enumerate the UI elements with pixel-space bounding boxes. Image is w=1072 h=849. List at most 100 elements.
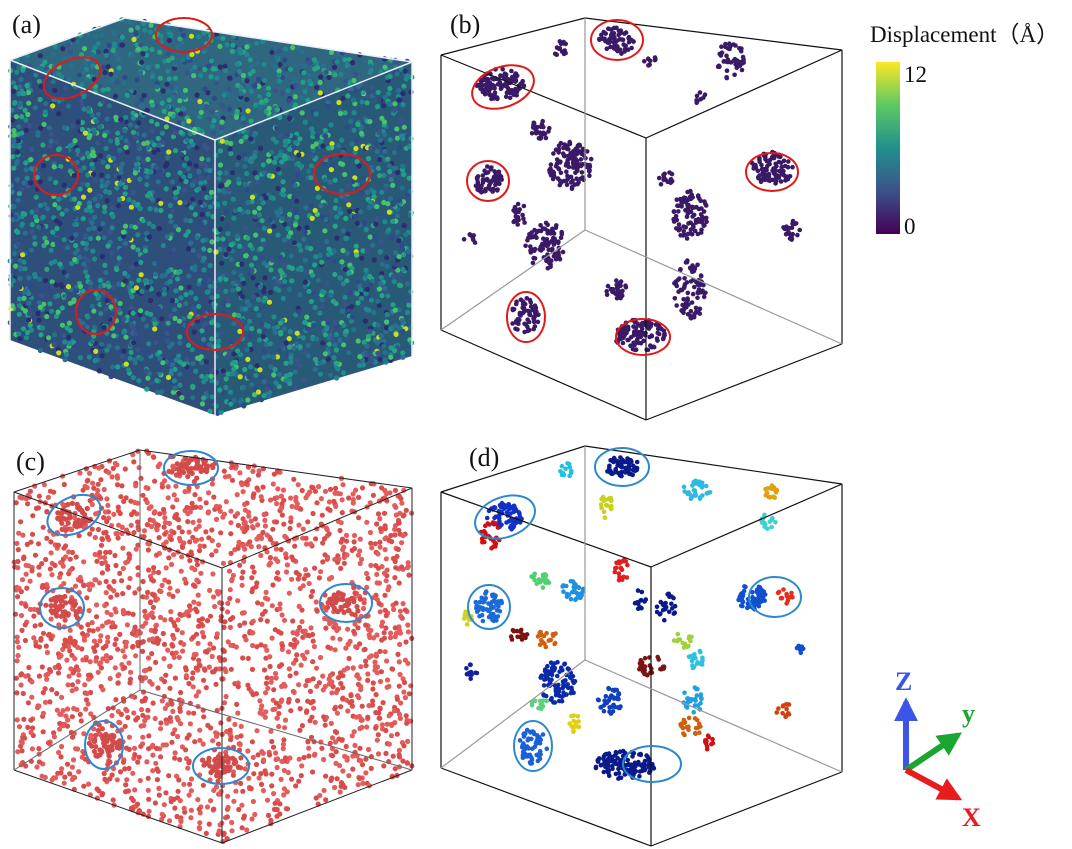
- atom: [56, 111, 62, 117]
- atom: [249, 575, 255, 581]
- atom: [345, 93, 351, 99]
- atom: [286, 217, 292, 223]
- atom: [119, 483, 125, 489]
- atom: [332, 223, 338, 229]
- atom: [31, 613, 37, 619]
- atom: [296, 242, 302, 248]
- cluster-atom: [528, 304, 534, 309]
- atom: [237, 562, 243, 568]
- atom: [146, 746, 152, 752]
- atom: [169, 362, 175, 368]
- atom: [225, 231, 231, 237]
- atom: [267, 555, 273, 561]
- atom: [347, 290, 353, 296]
- atom: [220, 560, 226, 567]
- atom: [341, 342, 347, 348]
- atom: [93, 614, 100, 620]
- cluster-atom: [632, 329, 637, 334]
- cluster-atom: [734, 65, 740, 70]
- atom: [92, 551, 98, 558]
- cluster-atom: [492, 86, 497, 91]
- atom: [62, 774, 68, 780]
- atom: [11, 138, 17, 144]
- atom: [85, 781, 92, 787]
- atom: [357, 745, 363, 751]
- cluster-atom: [620, 340, 626, 346]
- atom: [103, 52, 109, 59]
- atom: [97, 124, 103, 130]
- cluster-atom: [683, 225, 689, 230]
- atom: [200, 206, 206, 212]
- atom: [119, 42, 125, 48]
- atom: [282, 221, 288, 227]
- atom: [53, 218, 59, 224]
- atom: [400, 101, 406, 108]
- atom: [62, 339, 68, 345]
- atom: [84, 324, 90, 330]
- atom: [242, 181, 248, 187]
- atom: [385, 156, 391, 162]
- atom: [99, 253, 106, 260]
- atom: [81, 70, 87, 76]
- atom: [16, 303, 23, 309]
- atom: [202, 179, 208, 185]
- atom: [306, 288, 312, 294]
- atom: [322, 127, 328, 133]
- atom: [255, 522, 261, 528]
- atom: [155, 179, 161, 185]
- atom: [150, 768, 156, 774]
- atom: [258, 246, 264, 252]
- atom: [250, 468, 256, 474]
- atom: [235, 598, 241, 604]
- atom: [406, 302, 412, 308]
- cluster-atom: [779, 172, 784, 177]
- atom: [165, 89, 172, 95]
- atom: [51, 164, 57, 170]
- atom: [67, 771, 73, 777]
- atom: [165, 172, 171, 178]
- atom: [81, 46, 88, 52]
- atom: [184, 357, 190, 363]
- cluster-atom: [484, 176, 490, 182]
- atom: [247, 242, 253, 248]
- atom: [11, 251, 17, 257]
- atom: [237, 243, 243, 249]
- cluster-atom: [682, 276, 687, 281]
- atom: [146, 733, 152, 739]
- atom: [122, 74, 128, 80]
- atom: [136, 378, 142, 384]
- atom: [55, 231, 61, 237]
- atom: [18, 76, 24, 82]
- atom: [397, 144, 403, 150]
- atom: [184, 137, 190, 143]
- atom: [123, 334, 129, 340]
- atom: [135, 221, 142, 227]
- atom: [77, 152, 84, 158]
- atom: [270, 707, 276, 713]
- atom: [199, 536, 205, 542]
- atom: [382, 285, 388, 291]
- atom: [292, 182, 298, 188]
- atom: [140, 734, 146, 740]
- cluster-atom: [760, 170, 765, 176]
- atom: [171, 378, 177, 384]
- atom: [109, 713, 115, 719]
- atom: [261, 348, 268, 354]
- atom: [374, 571, 380, 578]
- atom: [154, 63, 160, 69]
- atom: [107, 229, 113, 235]
- atom: [55, 293, 61, 299]
- cluster-atom: [500, 66, 506, 72]
- atom: [377, 281, 384, 287]
- atom: [377, 356, 383, 363]
- atom: [335, 143, 341, 149]
- atom: [95, 49, 102, 55]
- atom: [223, 170, 229, 176]
- atom: [328, 49, 335, 56]
- atom: [87, 192, 93, 198]
- atom: [67, 556, 73, 562]
- atom: [211, 494, 217, 500]
- atom: [388, 354, 394, 360]
- atom: [240, 569, 246, 575]
- atom: [48, 247, 54, 253]
